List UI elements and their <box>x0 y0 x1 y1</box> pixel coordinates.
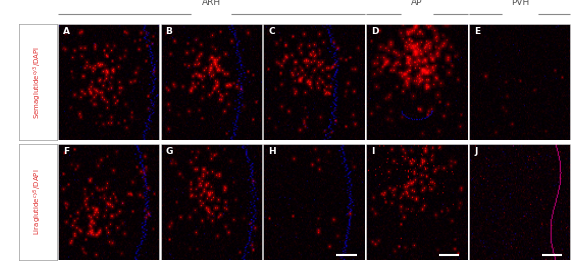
Text: PVH: PVH <box>510 0 529 7</box>
Text: AP: AP <box>411 0 423 7</box>
Text: B: B <box>166 27 172 36</box>
Text: Semaglutide$^{cy3}$/DAPI: Semaglutide$^{cy3}$/DAPI <box>31 45 44 119</box>
Text: H: H <box>268 147 276 156</box>
Text: C: C <box>268 27 275 36</box>
Text: ARH: ARH <box>202 0 221 7</box>
Text: D: D <box>371 27 379 36</box>
Text: F: F <box>63 147 69 156</box>
Text: I: I <box>371 147 375 156</box>
Text: G: G <box>166 147 173 156</box>
Text: J: J <box>475 147 478 156</box>
Text: Liraglutide$^{cy3}$/DAPI: Liraglutide$^{cy3}$/DAPI <box>31 169 44 235</box>
Text: A: A <box>63 27 70 36</box>
Text: E: E <box>475 27 480 36</box>
